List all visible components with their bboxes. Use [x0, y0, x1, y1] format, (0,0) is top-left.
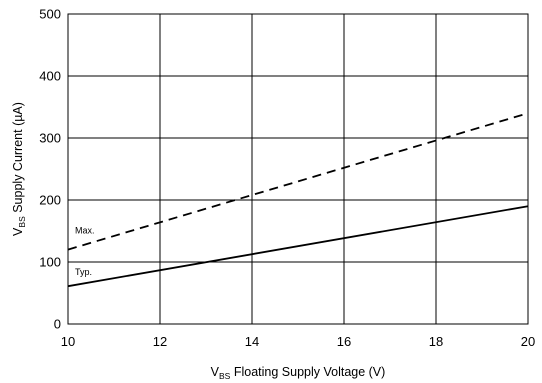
- x-axis-label-sub: BS: [219, 371, 231, 381]
- y-tick-labels: 0 100 200 300 400 500: [39, 7, 61, 332]
- grid-lines: [67, 13, 529, 325]
- series-label-max: Max.: [75, 226, 95, 236]
- y-tick-label: 0: [54, 317, 61, 332]
- y-tick-label: 200: [39, 193, 61, 208]
- x-tick-label: 14: [245, 334, 259, 349]
- series-line-typ: [67, 205, 529, 288]
- x-axis-label: VBS Floating Supply Voltage (V): [211, 365, 386, 381]
- x-tick-label: 20: [521, 334, 535, 349]
- y-tick-label: 100: [39, 255, 61, 270]
- y-tick-label: 400: [39, 69, 61, 84]
- y-axis-label-main: V: [11, 227, 25, 236]
- series-labels: Max. Typ.: [75, 226, 95, 278]
- plot-frame: [67, 13, 529, 325]
- x-axis-label-rest: Floating Supply Voltage (V): [230, 365, 385, 379]
- x-axis-label-main: V: [211, 365, 220, 379]
- x-tick-label: 18: [429, 334, 443, 349]
- x-tick-label: 16: [337, 334, 351, 349]
- series-line-max: [67, 112, 529, 251]
- y-tick-label: 300: [39, 131, 61, 146]
- series-label-typ: Typ.: [75, 267, 92, 277]
- x-tick-label: 10: [61, 334, 75, 349]
- x-tick-labels: 10 12 14 16 18 20: [61, 334, 535, 349]
- y-axis-label: VBS Supply Current (µA): [11, 102, 27, 236]
- series-lines: [67, 112, 529, 288]
- y-axis-label-sub: BS: [17, 216, 27, 228]
- x-tick-label: 12: [153, 334, 167, 349]
- y-tick-label: 500: [39, 7, 61, 22]
- y-axis-label-rest: Supply Current (µA): [11, 102, 25, 216]
